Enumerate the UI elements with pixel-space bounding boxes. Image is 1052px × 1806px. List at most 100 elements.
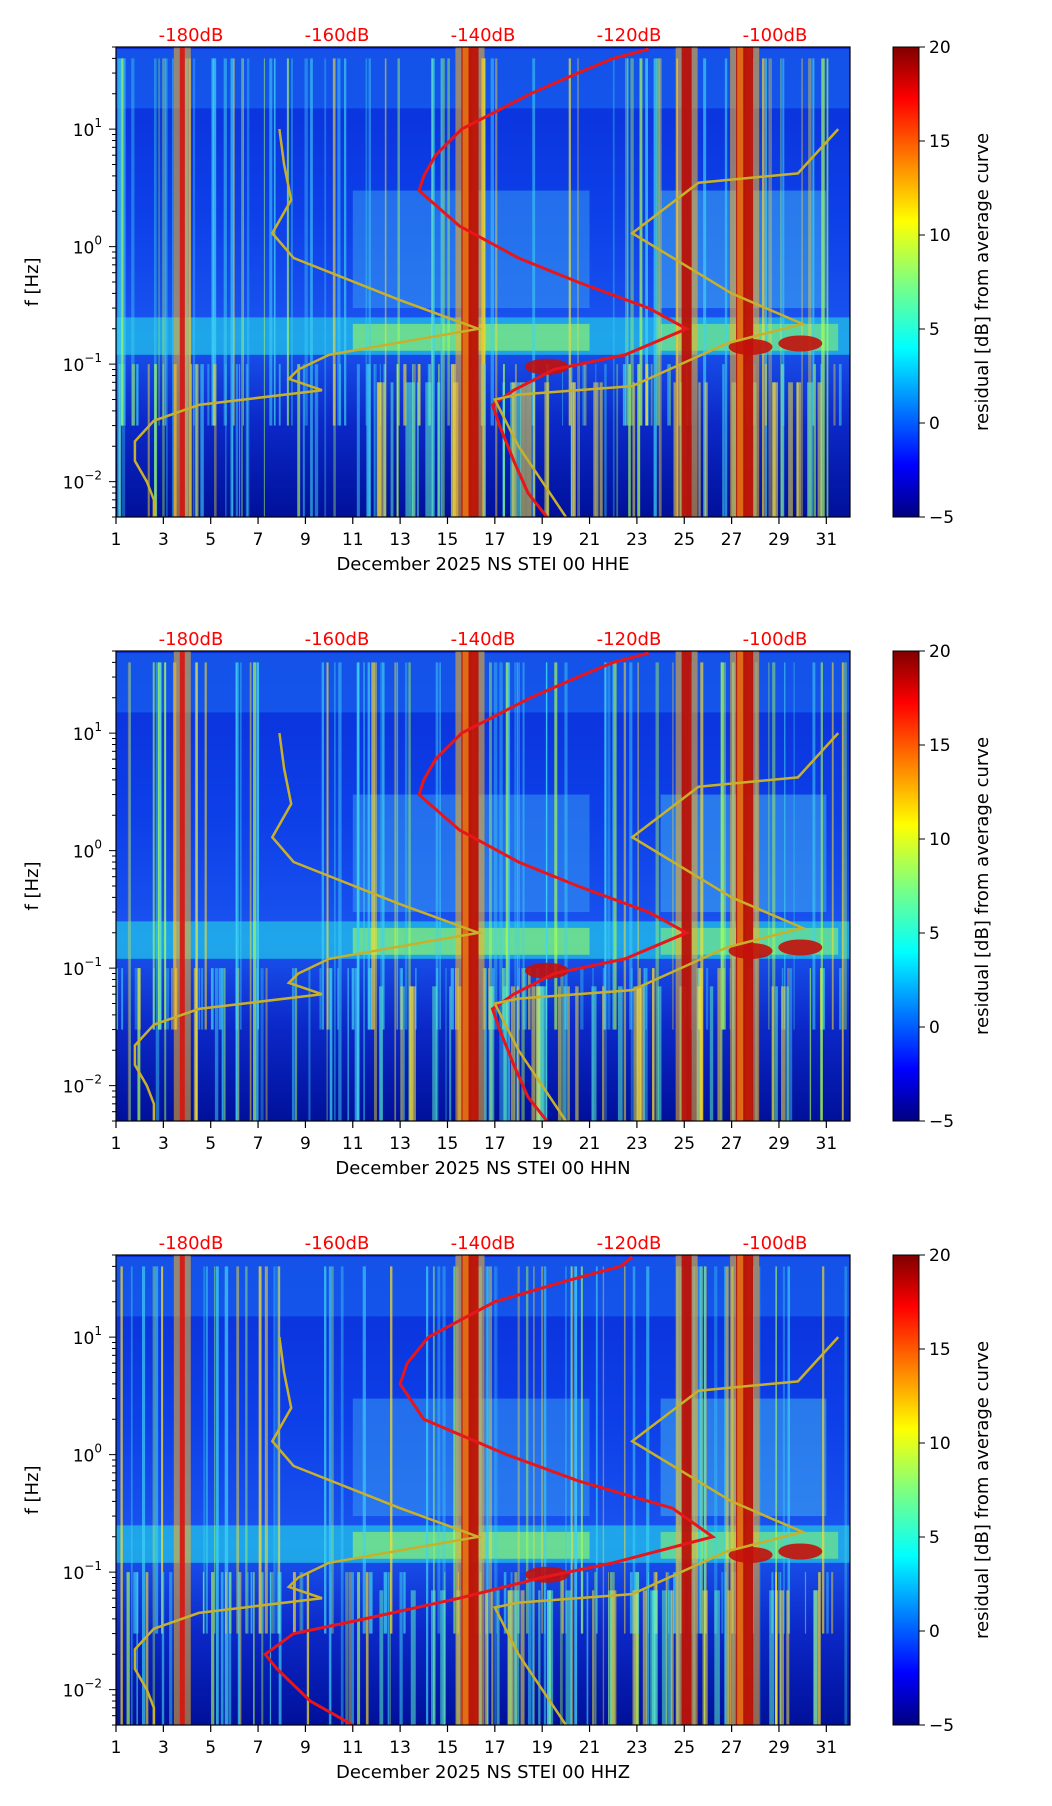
nlnm-curve-secondary [492, 128, 840, 517]
noise-streak [637, 662, 639, 1121]
noise-streak [403, 364, 407, 426]
storm-blob [524, 358, 569, 375]
event-column [379, 1590, 384, 1725]
noise-streak [198, 968, 201, 1030]
noise-streak [333, 364, 336, 517]
noise-streak [387, 1572, 390, 1725]
event-column [661, 1590, 667, 1725]
noise-streak [331, 1266, 334, 1634]
noise-streak [237, 1572, 241, 1725]
noise-streak [844, 1266, 848, 1725]
noise-streak [698, 1266, 702, 1634]
noise-streak [383, 1572, 388, 1634]
event-column [593, 382, 599, 517]
colorbar-tick-label: 20 [929, 642, 951, 662]
event-column [510, 986, 515, 1121]
noise-streak [440, 58, 443, 517]
noise-streak [154, 364, 158, 517]
x-tick-label: 17 [484, 1738, 506, 1758]
x-tick-label: 19 [531, 1134, 553, 1154]
y-tick-exponent: 1 [94, 116, 102, 130]
event-column [592, 1590, 595, 1725]
noise-streak [202, 1572, 205, 1634]
event-column [813, 1590, 818, 1725]
colorbar-tick-label: −5 [929, 1716, 954, 1736]
spectrogram-image [116, 47, 850, 517]
noise-streak [351, 1572, 354, 1725]
bright-day-column [743, 1255, 754, 1725]
noise-streak [568, 58, 571, 426]
noise-streak [195, 364, 199, 517]
y-tick-exponent: −1 [84, 351, 102, 365]
noise-streak [499, 662, 503, 1121]
noise-streak [804, 1572, 807, 1634]
event-column [416, 382, 419, 517]
event-column [653, 1590, 658, 1725]
colorbar-tick-label: 0 [929, 1018, 940, 1038]
noise-streak [772, 662, 776, 1121]
noise-streak [134, 968, 139, 1030]
x-tick-label: 5 [205, 530, 216, 550]
event-column [410, 1590, 416, 1725]
noise-streak [433, 1266, 435, 1725]
noise-streak [212, 58, 217, 426]
y-tick-base: 10 [63, 1564, 85, 1584]
noise-streak [445, 968, 447, 1121]
noise-streak [724, 1572, 727, 1725]
noise-streak [347, 968, 349, 1121]
noise-streak [564, 662, 568, 1030]
noise-streak [645, 364, 648, 426]
x-tick-label: 13 [389, 1134, 411, 1154]
noise-streak [260, 968, 264, 1121]
noise-streak [604, 364, 607, 517]
noise-streak [253, 662, 257, 1121]
noise-streak [253, 1572, 255, 1725]
noise-streak [775, 1266, 777, 1725]
bright-day-column [681, 47, 692, 517]
db-scale-label: -180dB [159, 25, 224, 46]
event-column [775, 986, 778, 1121]
noise-streak [573, 1266, 578, 1725]
event-column [702, 1590, 708, 1725]
noise-streak [505, 662, 509, 1030]
noise-streak [356, 364, 360, 517]
bright-day-column [179, 651, 185, 1121]
x-tick-label: 5 [205, 1738, 216, 1758]
x-tick-label: 19 [531, 1738, 553, 1758]
noise-streak [721, 662, 724, 1030]
noise-streak [158, 662, 162, 1030]
noise-streak [570, 1266, 573, 1725]
noise-streak [162, 364, 165, 426]
noise-streak [625, 662, 627, 1121]
event-column [526, 382, 532, 517]
noise-streak [228, 1572, 232, 1725]
noise-streak [154, 1266, 159, 1634]
colorbar-tick-label: 15 [929, 1340, 951, 1360]
noise-streak [214, 968, 219, 1121]
x-tick-label: 29 [768, 1738, 790, 1758]
noise-streak [644, 968, 648, 1121]
y-tick-exponent: −2 [84, 1677, 102, 1691]
noise-streak [554, 662, 558, 1030]
x-tick-label: 31 [816, 1738, 838, 1758]
noise-streak [637, 364, 641, 517]
noise-streak [348, 1572, 353, 1725]
noise-streak [436, 968, 439, 1030]
x-tick-label: 23 [626, 1738, 648, 1758]
noise-streak [136, 364, 139, 426]
noise-streak [630, 58, 634, 426]
colorbar [892, 650, 920, 1122]
x-tick-label: 1 [111, 1738, 122, 1758]
y-tick-exponent: 1 [94, 1324, 102, 1338]
noise-streak [447, 58, 450, 426]
storm-blob [778, 335, 823, 352]
bright-day-column [681, 1255, 692, 1725]
y-tick-exponent: −2 [84, 1073, 102, 1087]
noise-streak [269, 1572, 272, 1725]
y-tick-label: 100 [73, 838, 102, 863]
x-tick-label: 27 [721, 1134, 743, 1154]
x-tick-label: 17 [484, 530, 506, 550]
noise-streak [273, 1266, 276, 1634]
noise-streak [200, 968, 204, 1030]
storm-blob [728, 942, 773, 959]
